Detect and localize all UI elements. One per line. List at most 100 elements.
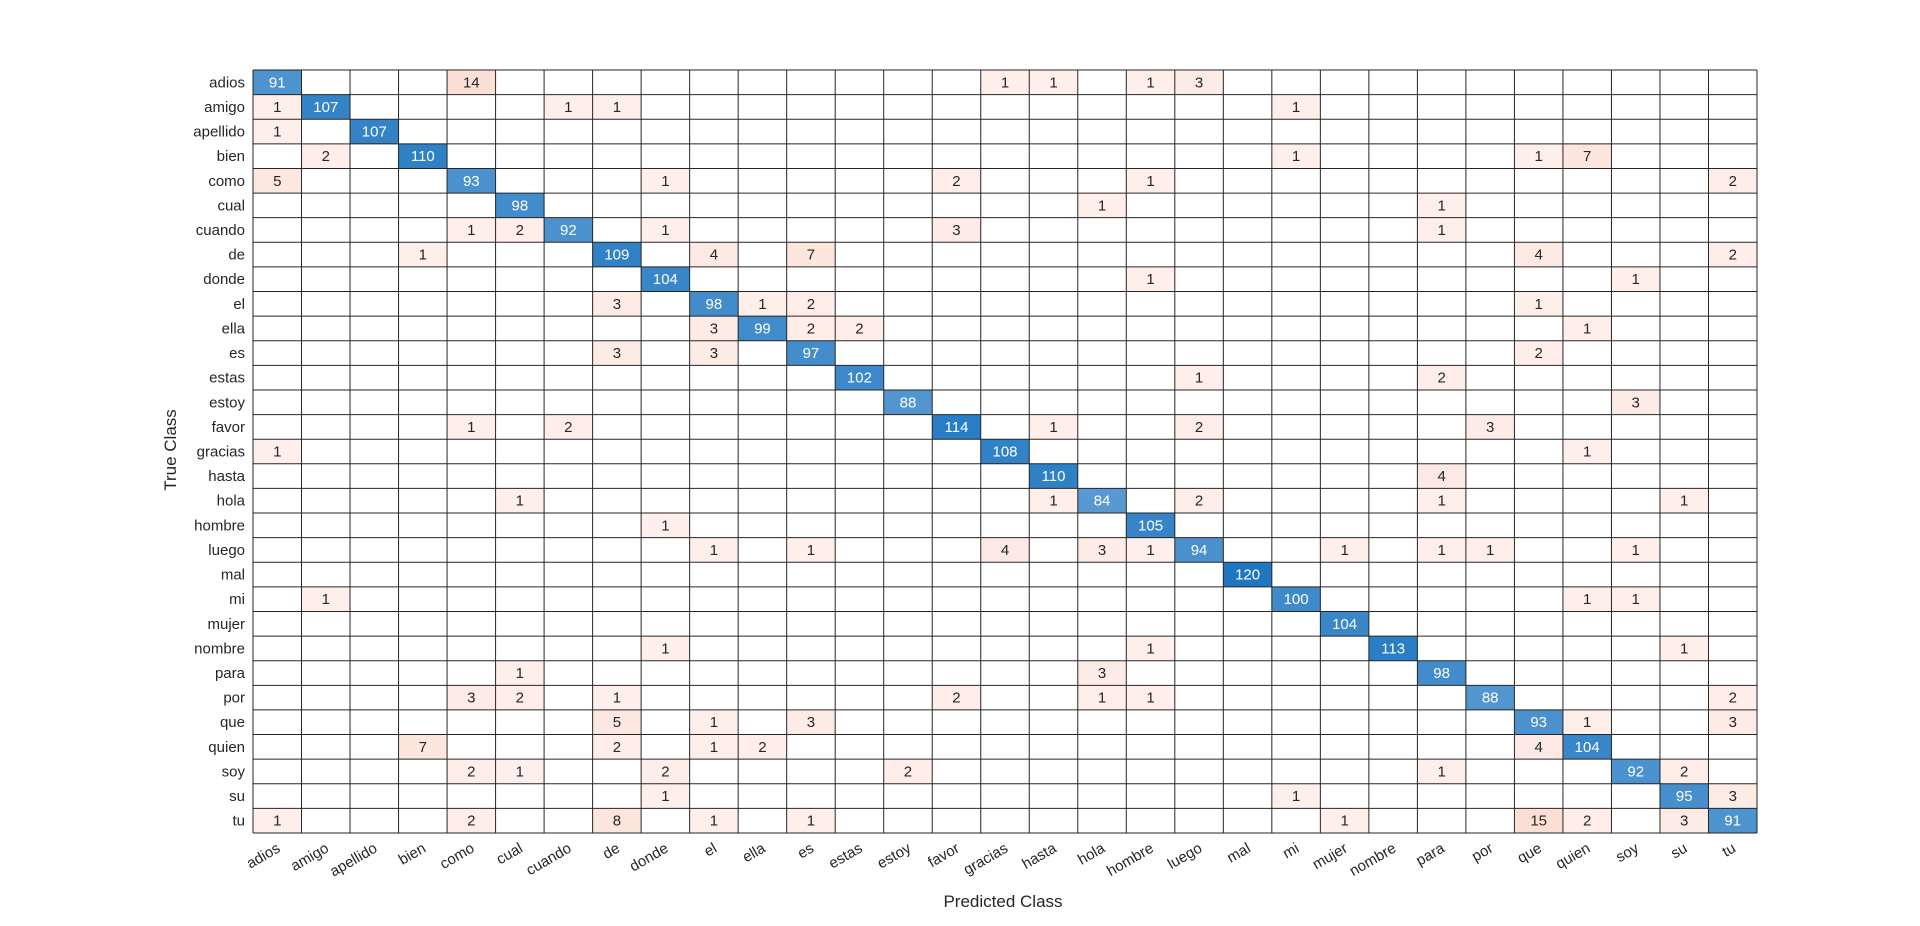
cell-value-label: 3	[1680, 813, 1688, 830]
cell-value-label: 1	[1146, 640, 1154, 657]
x-tick-label: gracias	[961, 840, 1011, 879]
off-diagonal-cell	[592, 685, 642, 710]
cell-value-label: 7	[419, 739, 427, 756]
cell-value-label: 14	[463, 74, 480, 91]
y-tick-label: como	[208, 173, 245, 190]
cell-value-label: 1	[1632, 591, 1640, 608]
cell-value-label: 1	[1292, 99, 1300, 116]
cell-value-label: 113	[1381, 640, 1405, 657]
off-diagonal-cell	[786, 316, 836, 341]
x-tick-label: que	[1514, 840, 1544, 867]
off-diagonal-cell	[641, 168, 690, 194]
y-tick-label: nombre	[194, 640, 245, 657]
off-diagonal-cell	[1659, 488, 1709, 514]
cell-value-label: 1	[1292, 148, 1300, 165]
cell-value-label: 94	[1191, 542, 1208, 559]
cell-value-label: 1	[1146, 271, 1154, 288]
x-tick-label: de	[600, 840, 623, 863]
off-diagonal-cell	[447, 70, 496, 95]
off-diagonal-cell	[1659, 636, 1709, 661]
cell-value-label: 91	[269, 74, 286, 91]
cell-value-label: 8	[613, 813, 621, 830]
cell-value-label: 104	[1575, 739, 1600, 756]
cell-value-label: 1	[613, 99, 621, 116]
off-diagonal-cell	[1174, 488, 1224, 514]
cell-value-label: 4	[1437, 468, 1445, 485]
off-diagonal-cell	[1271, 94, 1321, 120]
off-diagonal-cell	[1659, 808, 1709, 833]
cell-value-label: 3	[1729, 714, 1737, 731]
cell-value-label: 3	[1729, 788, 1737, 805]
cell-value-label: 1	[1098, 197, 1106, 214]
off-diagonal-cell	[592, 291, 642, 317]
cell-value-label: 1	[1437, 493, 1445, 510]
diagonal-cell	[1320, 611, 1369, 637]
x-tick-label: mi	[1280, 840, 1302, 863]
cell-value-label: 2	[1583, 813, 1591, 830]
off-diagonal-cell	[1174, 414, 1224, 440]
off-diagonal-cell	[1077, 685, 1127, 710]
x-axis-label: Predicted Class	[943, 892, 1062, 911]
cell-value-label: 107	[313, 99, 338, 116]
cell-value-label: 4	[710, 247, 718, 264]
cell-value-label: 1	[516, 763, 524, 780]
cell-value-label: 1	[1195, 370, 1203, 387]
y-axis-label: True Class	[161, 409, 180, 491]
cell-value-label: 1	[273, 99, 281, 116]
x-tick-label: favor	[925, 840, 962, 871]
cell-value-label: 1	[758, 296, 766, 313]
x-tick-label: cual	[493, 840, 525, 868]
off-diagonal-cell	[689, 734, 739, 760]
off-diagonal-cell	[1562, 316, 1612, 341]
diagonal-cell	[1659, 783, 1709, 809]
off-diagonal-cell	[1077, 660, 1127, 686]
cell-value-label: 1	[273, 124, 281, 141]
off-diagonal-cell	[398, 242, 448, 267]
cell-value-label: 1	[1535, 148, 1543, 165]
off-diagonal-cell	[447, 685, 496, 710]
off-diagonal-cell	[1126, 537, 1175, 563]
y-tick-label: por	[223, 690, 245, 707]
x-tick-label: quien	[1553, 840, 1593, 873]
cell-value-label: 1	[273, 444, 281, 461]
cell-value-label: 1	[564, 99, 572, 116]
cell-value-label: 1	[1583, 320, 1591, 337]
off-diagonal-cell	[1514, 808, 1563, 833]
diagonal-cell	[1174, 537, 1224, 563]
off-diagonal-cell	[1562, 808, 1612, 833]
off-diagonal-cell	[1514, 143, 1563, 169]
cell-value-label: 2	[516, 222, 524, 239]
diagonal-cell	[1029, 463, 1078, 489]
x-tick-label: apellido	[327, 840, 380, 881]
off-diagonal-cell	[932, 217, 981, 243]
cell-value-label: 3	[807, 714, 815, 731]
off-diagonal-cell	[1562, 709, 1612, 735]
matrix-cells	[253, 70, 1757, 833]
cell-value-label: 100	[1284, 591, 1309, 608]
y-tick-label: hombre	[194, 517, 245, 534]
off-diagonal-cell	[1514, 291, 1563, 317]
cell-value-label: 7	[1583, 148, 1591, 165]
cell-value-label: 1	[710, 542, 718, 559]
cell-value-label: 1	[1146, 173, 1154, 190]
cell-value-label: 91	[1724, 813, 1741, 830]
y-tick-label: mujer	[207, 616, 245, 633]
cell-value-label: 3	[613, 296, 621, 313]
x-tick-label: es	[795, 840, 817, 863]
cell-value-label: 2	[1195, 419, 1203, 436]
off-diagonal-cell	[495, 217, 545, 243]
diagonal-cell	[932, 414, 981, 440]
y-tick-label: donde	[203, 271, 245, 288]
off-diagonal-cell	[592, 340, 642, 366]
off-diagonal-cell	[1029, 414, 1078, 440]
x-tick-label: estas	[826, 840, 866, 873]
x-tick-label: soy	[1613, 839, 1642, 866]
off-diagonal-cell	[689, 242, 739, 267]
cell-value-label: 1	[661, 788, 669, 805]
cell-value-label: 1	[710, 739, 718, 756]
cell-value-label: 98	[511, 197, 528, 214]
y-tick-label: adios	[209, 74, 245, 91]
y-tick-labels: adios amigo apellido bien como cual cuando de do…	[193, 74, 245, 829]
cell-value-label: 1	[1437, 197, 1445, 214]
